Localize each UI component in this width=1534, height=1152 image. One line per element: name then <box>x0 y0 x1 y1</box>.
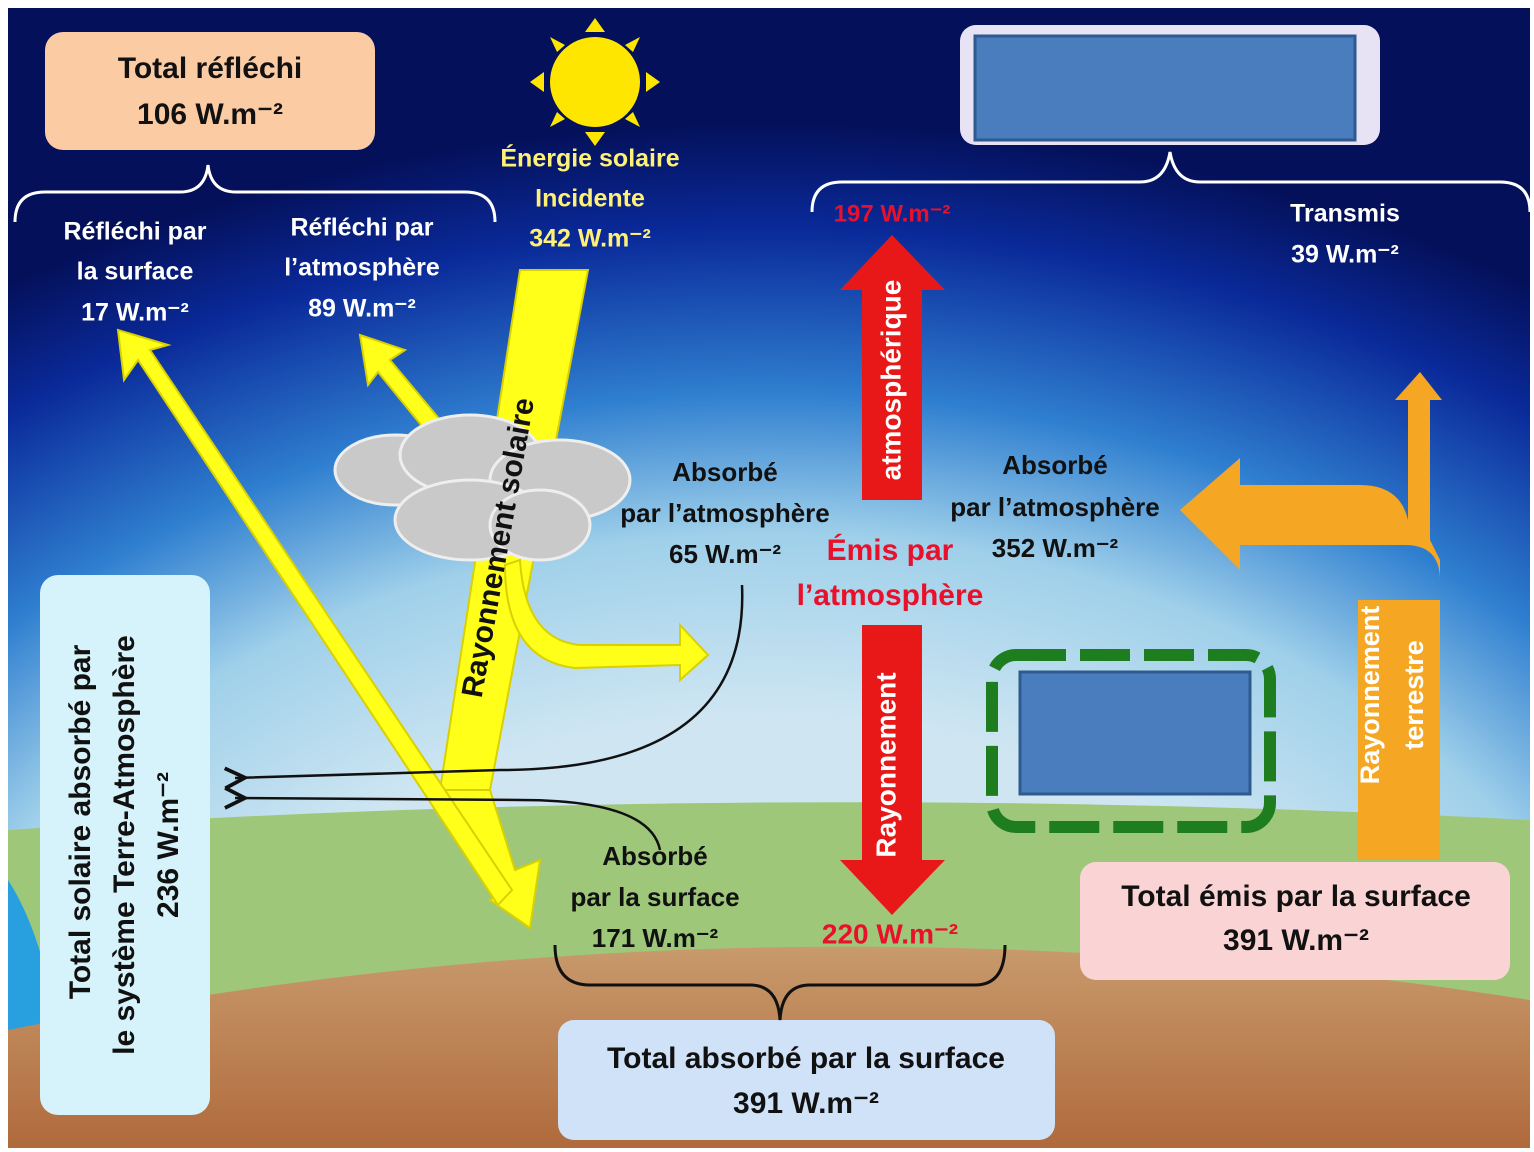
label: Total réfléchi <box>118 52 302 85</box>
label: le système Terre-Atmosphère <box>108 635 141 1055</box>
label: Absorbé <box>602 841 707 871</box>
label: 39 W.m⁻² <box>1291 241 1399 269</box>
label: 171 W.m⁻² <box>592 923 719 953</box>
label: 197 W.m⁻² <box>834 200 951 227</box>
cloud <box>333 413 632 562</box>
brace-bottom <box>553 944 1007 1021</box>
label: Rayonnement <box>1355 606 1385 785</box>
label: Émis par <box>827 533 954 567</box>
label: 17 W.m⁻² <box>81 299 189 327</box>
label: 352 W.m⁻² <box>992 533 1119 563</box>
label: Absorbé <box>1002 450 1107 480</box>
flow-line <box>235 798 662 851</box>
label: par l’atmosphère <box>950 492 1160 522</box>
blank-box <box>973 34 1357 142</box>
label: 65 W.m⁻² <box>669 539 781 569</box>
label: Total solaire absorbé par <box>64 644 97 999</box>
label: Absorbé <box>672 457 777 487</box>
label: Total émis par la surface <box>1121 880 1471 913</box>
label: 89 W.m⁻² <box>308 295 416 323</box>
label: par l’atmosphère <box>620 498 830 528</box>
label: par la surface <box>570 882 739 912</box>
label: 236 W.m⁻² <box>152 772 185 918</box>
terrestrial-arrows <box>1180 372 1442 860</box>
label: 106 W.m⁻² <box>137 98 283 131</box>
box-total-solaire <box>40 575 210 1115</box>
label: 391 W.m⁻² <box>733 1087 879 1120</box>
label: Rayonnement <box>870 672 901 857</box>
flow-line <box>235 584 744 778</box>
label: Réfléchi par <box>63 218 206 246</box>
label: la surface <box>77 258 194 286</box>
label: Énergie solaire <box>500 144 679 173</box>
label: Total absorbé par la surface <box>607 1042 1005 1075</box>
atmospheric-arrows <box>840 235 945 915</box>
brace-right <box>810 151 1532 213</box>
brace-left <box>13 164 497 223</box>
box-total-emis <box>1080 862 1510 980</box>
box-total-absorbe <box>558 1020 1055 1140</box>
label: 220 W.m⁻² <box>822 918 958 949</box>
blank-box <box>1018 670 1252 796</box>
label: terrestre <box>1399 640 1429 750</box>
sun <box>530 18 660 146</box>
box-total-reflechi <box>45 32 375 150</box>
label: 391 W.m⁻² <box>1223 924 1369 957</box>
label: atmosphérique <box>875 280 906 481</box>
label: Incidente <box>535 185 645 213</box>
greenhouse-loop <box>986 649 1276 833</box>
label: 342 W.m⁻² <box>529 225 651 253</box>
label: Réfléchi par <box>290 214 433 242</box>
label: l’atmosphère <box>797 579 984 612</box>
label: Transmis <box>1290 200 1400 228</box>
label: l’atmosphère <box>284 254 440 282</box>
